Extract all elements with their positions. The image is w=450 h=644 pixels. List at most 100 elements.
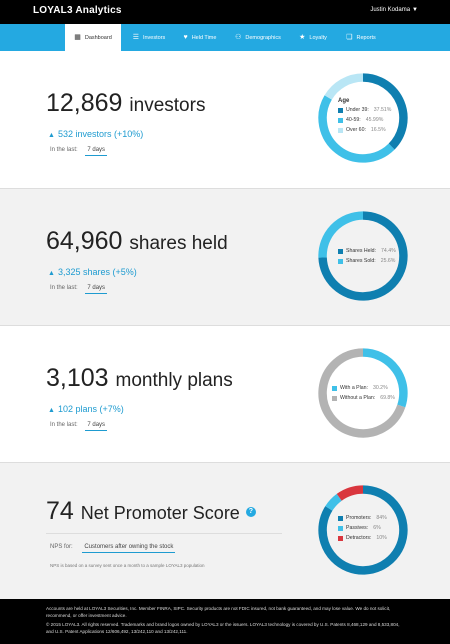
investors-total: 12,869 investors: [46, 89, 205, 118]
tab-label: Dashboard: [84, 34, 112, 41]
donut-slice: [318, 211, 408, 301]
legend-swatch: [338, 515, 343, 521]
shares-total: 64,960 shares held: [46, 227, 228, 256]
investors-delta: ▲ 532 investors (+10%): [48, 129, 143, 139]
plans-value: 3,103: [46, 364, 109, 392]
star-icon: ★: [299, 34, 306, 41]
legend-swatch: [338, 117, 343, 123]
shares-delta: ▲ 3,325 shares (+5%): [48, 267, 137, 277]
plans-unit: monthly plans: [115, 370, 233, 391]
shares-donut-chart: [318, 211, 408, 301]
legend-value: 25.6%: [380, 258, 396, 264]
legend-value: 37.51%: [373, 107, 392, 113]
legend-label: Under 39:: [346, 107, 369, 113]
period-select[interactable]: 7 days: [85, 147, 108, 156]
legend-label: Shares Held:: [346, 248, 376, 254]
arrow-up-icon: ▲: [48, 407, 55, 414]
period-select[interactable]: 7 days: [85, 422, 108, 431]
footer: Accounts are held at LOYAL3 Securities, …: [0, 599, 450, 644]
legend-swatch: [338, 248, 343, 254]
legend-title: Age: [338, 98, 350, 104]
legend-value: 16.5%: [370, 127, 386, 133]
legend-swatch: [338, 258, 343, 264]
donut-slice: [318, 485, 408, 575]
help-icon[interactable]: ?: [245, 507, 256, 518]
main-nav: ▦ Dashboard ☰ Investors ♥ Held Time ⚇ De…: [0, 24, 450, 51]
nps-panel: 74 Net Promoter Score? NPS for: Customer…: [0, 462, 450, 599]
legend-row: Shares Held: 74.4%: [338, 248, 396, 254]
legend-swatch: [332, 385, 337, 391]
shares-period: In the last: 7 days: [50, 285, 108, 294]
nps-note: NPS is based on a survey sent once a mon…: [50, 563, 205, 568]
legend-value: 6%: [373, 525, 381, 531]
investors-unit: investors: [129, 95, 206, 116]
user-name: Justin Kodama: [370, 7, 411, 13]
donut-slice: [324, 73, 364, 100]
plans-panel: 3,103 monthly plans ▲ 102 plans (+7%) In …: [0, 325, 450, 462]
legend-swatch: [338, 107, 343, 113]
investors-value: 12,869: [46, 89, 123, 117]
legend-row: Over 60: 16.5%: [338, 127, 391, 133]
nps-audience-select[interactable]: Customers after owning the stock: [82, 544, 176, 553]
donut-slice: [318, 95, 395, 163]
nps-for-label: NPS for:: [50, 544, 73, 550]
nps-total: 74 Net Promoter Score?: [46, 497, 256, 526]
legend-value: 69.8%: [380, 395, 395, 401]
nps-value: 74: [46, 497, 74, 525]
legend-value: 84%: [376, 515, 387, 521]
legend-label: 40-59:: [346, 117, 361, 123]
donut-slice: [325, 493, 342, 511]
tab-investors[interactable]: ☰ Investors: [123, 24, 175, 51]
plans-delta: ▲ 102 plans (+7%): [48, 404, 124, 414]
document-icon: ❏: [346, 34, 353, 41]
shares-legend: Shares Held: 74.4% Shares Sold: 25.6%: [338, 248, 396, 268]
shares-unit: shares held: [129, 233, 228, 254]
footer-copyright: © 2015 LOYAL3. All rights reserved. Trad…: [46, 622, 400, 635]
period-select[interactable]: 7 days: [85, 285, 108, 294]
shares-panel: 64,960 shares held ▲ 3,325 shares (+5%) I…: [0, 188, 450, 325]
legend-label: Over 60:: [346, 127, 366, 133]
user-menu[interactable]: Justin Kodama ▼: [370, 7, 418, 13]
legend-label: Promoters:: [346, 515, 372, 521]
legend-value: 74.4%: [381, 248, 396, 254]
tab-reports[interactable]: ❏ Reports: [340, 24, 382, 51]
legend-row: Passives: 6%: [338, 525, 387, 531]
period-label: In the last:: [50, 285, 78, 291]
legend-label: Shares Sold:: [346, 258, 376, 264]
tab-dashboard[interactable]: ▦ Dashboard: [65, 24, 121, 51]
legend-row: Without a Plan: 69.8%: [332, 395, 395, 401]
legend-value: 10%: [376, 535, 387, 541]
legend-swatch: [332, 395, 337, 401]
plans-donut-chart: [318, 348, 408, 438]
legend-swatch: [338, 535, 343, 541]
tab-loyalty[interactable]: ★ Loyalty: [293, 24, 333, 51]
legend-label: Passives:: [346, 525, 369, 531]
tab-label: Held Time: [191, 34, 217, 41]
donut-slice: [318, 211, 364, 258]
tab-label: Investors: [142, 34, 166, 41]
plans-legend: With a Plan: 30.2% Without a Plan: 69.8%: [332, 385, 395, 405]
nps-filter: NPS for: Customers after owning the stoc…: [50, 544, 176, 553]
donut-slice: [318, 348, 406, 438]
plans-total: 3,103 monthly plans: [46, 364, 233, 393]
users-icon: ⚇: [235, 34, 242, 41]
arrow-up-icon: ▲: [48, 132, 55, 139]
donut-slice: [336, 485, 364, 501]
brand-logo[interactable]: LOYAL3 Analytics: [33, 5, 122, 16]
divider: [46, 533, 282, 534]
donut-slice: [362, 348, 408, 408]
nps-donut-chart: [318, 485, 408, 575]
age-donut-chart: [318, 73, 408, 163]
arrow-up-icon: ▲: [48, 270, 55, 277]
donut-slice: [362, 73, 408, 150]
footer-disclaimer: Accounts are held at LOYAL3 Securities, …: [46, 606, 391, 619]
legend-label: Without a Plan:: [340, 395, 376, 401]
nps-legend: Promoters: 84% Passives: 6% Detractors: 10%: [338, 515, 387, 545]
tab-held-time[interactable]: ♥ Held Time: [176, 24, 224, 51]
tab-demographics[interactable]: ⚇ Demographics: [228, 24, 288, 51]
legend-row: With a Plan: 30.2%: [332, 385, 395, 391]
list-icon: ☰: [132, 34, 139, 41]
legend-swatch: [338, 127, 343, 133]
legend-row: 40-59: 45.99%: [338, 117, 391, 123]
